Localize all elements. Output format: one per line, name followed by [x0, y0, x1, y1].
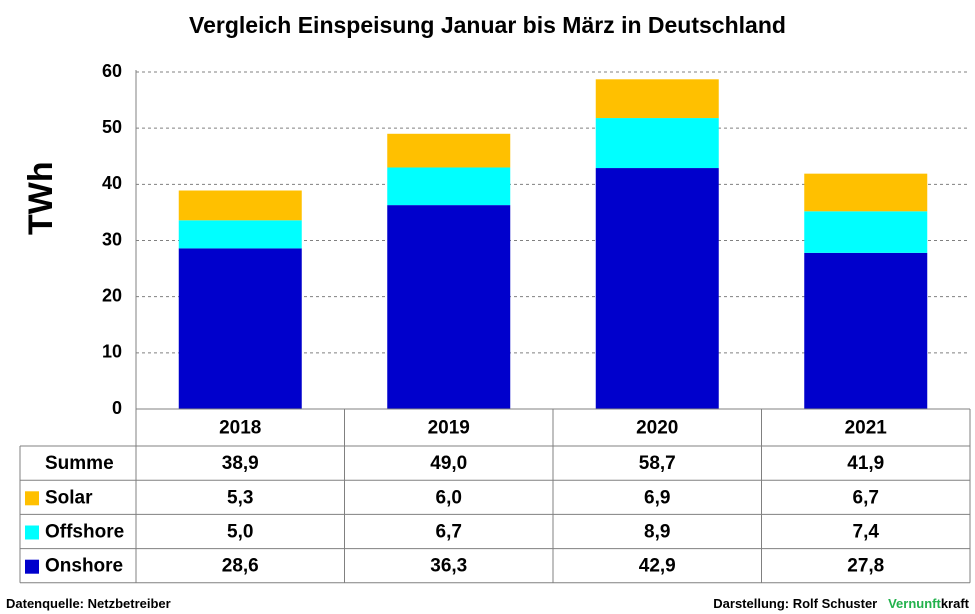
data-label-onshore: 27,8 [847, 556, 884, 577]
y-tick-label: 40 [102, 173, 122, 193]
y-tick-label: 0 [112, 398, 122, 418]
bar-offshore [595, 118, 719, 169]
legend-label-onshore: Onshore [45, 556, 123, 577]
data-label-offshore: 5,0 [227, 522, 253, 543]
bar-solar [387, 133, 511, 168]
data-source-note: Datenquelle: Netzbetreiber [6, 596, 171, 611]
bar-solar [804, 173, 928, 212]
y-tick-label: 50 [102, 117, 122, 137]
legend-swatch-offshore [25, 525, 39, 540]
chart-title: Vergleich Einspeisung Januar bis März in… [189, 12, 786, 38]
data-label-sum: 58,7 [639, 453, 676, 474]
bar-offshore [804, 211, 928, 253]
data-label-solar: 6,9 [644, 487, 670, 508]
legend-label-solar: Solar [45, 487, 93, 508]
data-label-sum: 49,0 [430, 453, 467, 474]
bar-offshore [178, 220, 302, 249]
y-tick-label: 20 [102, 285, 122, 305]
bar-onshore [178, 248, 302, 409]
data-label-offshore: 8,9 [644, 522, 670, 543]
legend-swatch-solar [25, 491, 39, 506]
x-tick-label: 2019 [428, 418, 470, 439]
data-label-solar: 6,0 [436, 487, 462, 508]
brand-logo-part2: kraft [940, 596, 969, 611]
data-label-solar: 6,7 [853, 487, 879, 508]
data-label-onshore: 42,9 [639, 556, 676, 577]
y-tick-label: 30 [102, 229, 122, 249]
bar-onshore [804, 252, 928, 409]
data-label-offshore: 6,7 [436, 522, 462, 543]
data-label-offshore: 7,4 [853, 522, 880, 543]
bar-offshore [387, 167, 511, 206]
bar-onshore [595, 168, 719, 409]
legend-swatch-onshore [25, 559, 39, 574]
y-tick-label: 60 [102, 61, 122, 81]
bar-solar [178, 190, 302, 221]
x-tick-label: 2020 [636, 418, 678, 439]
credit-text: Darstellung: Rolf Schuster [713, 596, 878, 611]
brand-logo-part1: Vernunft [888, 596, 941, 611]
data-label-onshore: 28,6 [222, 556, 259, 577]
data-label-onshore: 36,3 [430, 556, 467, 577]
credit-note: Darstellung: Rolf Schuster Vernunftkraft [713, 596, 969, 611]
data-label-solar: 5,3 [227, 487, 253, 508]
x-tick-label: 2018 [219, 418, 261, 439]
bar-solar [595, 79, 719, 119]
table-row-label-sum: Summe [45, 453, 114, 474]
bar-onshore [387, 205, 511, 409]
x-tick-label: 2021 [845, 418, 888, 439]
data-label-sum: 41,9 [847, 453, 884, 474]
data-label-sum: 38,9 [222, 453, 259, 474]
legend-label-offshore: Offshore [45, 522, 124, 543]
y-tick-label: 10 [102, 342, 122, 362]
